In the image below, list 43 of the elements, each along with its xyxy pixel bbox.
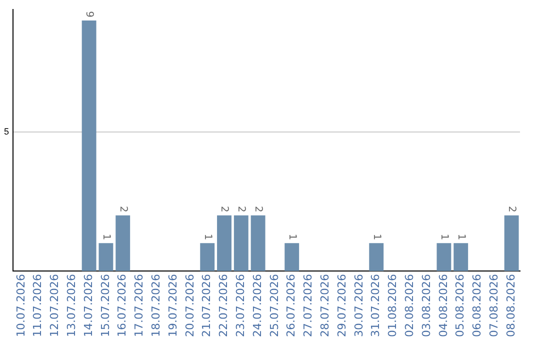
data-label: 1 [455,234,466,240]
x-tick-label: 01.08.2026 [386,274,400,338]
data-label: 1 [438,234,450,240]
x-tick-label: 31.07.2026 [369,274,382,338]
x-tick-label: 14.07.2026 [82,274,95,338]
x-tick-label: 21.07.2026 [200,274,214,338]
x-tick-label: 15.07.2026 [98,274,112,338]
x-tick-label: 29.07.2026 [335,274,348,338]
y-tick-label: 5 [4,126,10,136]
data-label: 2 [506,206,517,212]
x-tick-label: 07.08.2026 [488,274,501,338]
x-tick-label: 17.07.2026 [132,274,146,338]
x-tick-label: 24.07.2026 [250,274,264,338]
x-tick-label: 27.07.2026 [302,274,315,338]
x-tick-label: 19.07.2026 [166,274,180,338]
x-tick-label: 18.07.2026 [150,274,163,338]
x-tick-label: 11.07.2026 [31,274,44,338]
x-tick-label: 20.07.2026 [183,274,196,338]
x-tick-label: 26.07.2026 [284,274,298,338]
x-tick-label: 23.07.2026 [234,274,248,338]
x-tick-label: 30.07.2026 [352,274,366,338]
x-tick-label: 10.07.2026 [14,274,28,338]
data-label: 2 [117,206,128,212]
x-tick-label: 12.07.2026 [48,274,62,338]
x-tick-label: 25.07.2026 [268,274,281,338]
x-tick-label: 05.08.2026 [454,274,467,338]
x-tick-label: 28.07.2026 [318,274,332,338]
data-label: 1 [286,234,298,240]
data-label: 1 [202,234,213,240]
data-label: 2 [218,206,230,212]
data-label: 1 [370,234,382,240]
data-label: 9 [83,11,94,18]
data-label: 2 [252,206,264,212]
x-tick-label: 16.07.2026 [116,274,129,338]
x-tick-label: 13.07.2026 [65,274,78,338]
x-tick-label: 06.08.2026 [470,274,484,338]
data-label: 1 [100,234,112,240]
x-tick-label: 04.08.2026 [436,274,450,338]
x-tick-label: 03.08.2026 [420,274,433,338]
data-label: 2 [236,206,247,212]
x-tick-label: 08.08.2026 [504,274,518,338]
x-tick-label: 02.08.2026 [403,274,416,338]
x-tick-label: 22.07.2026 [217,274,230,338]
